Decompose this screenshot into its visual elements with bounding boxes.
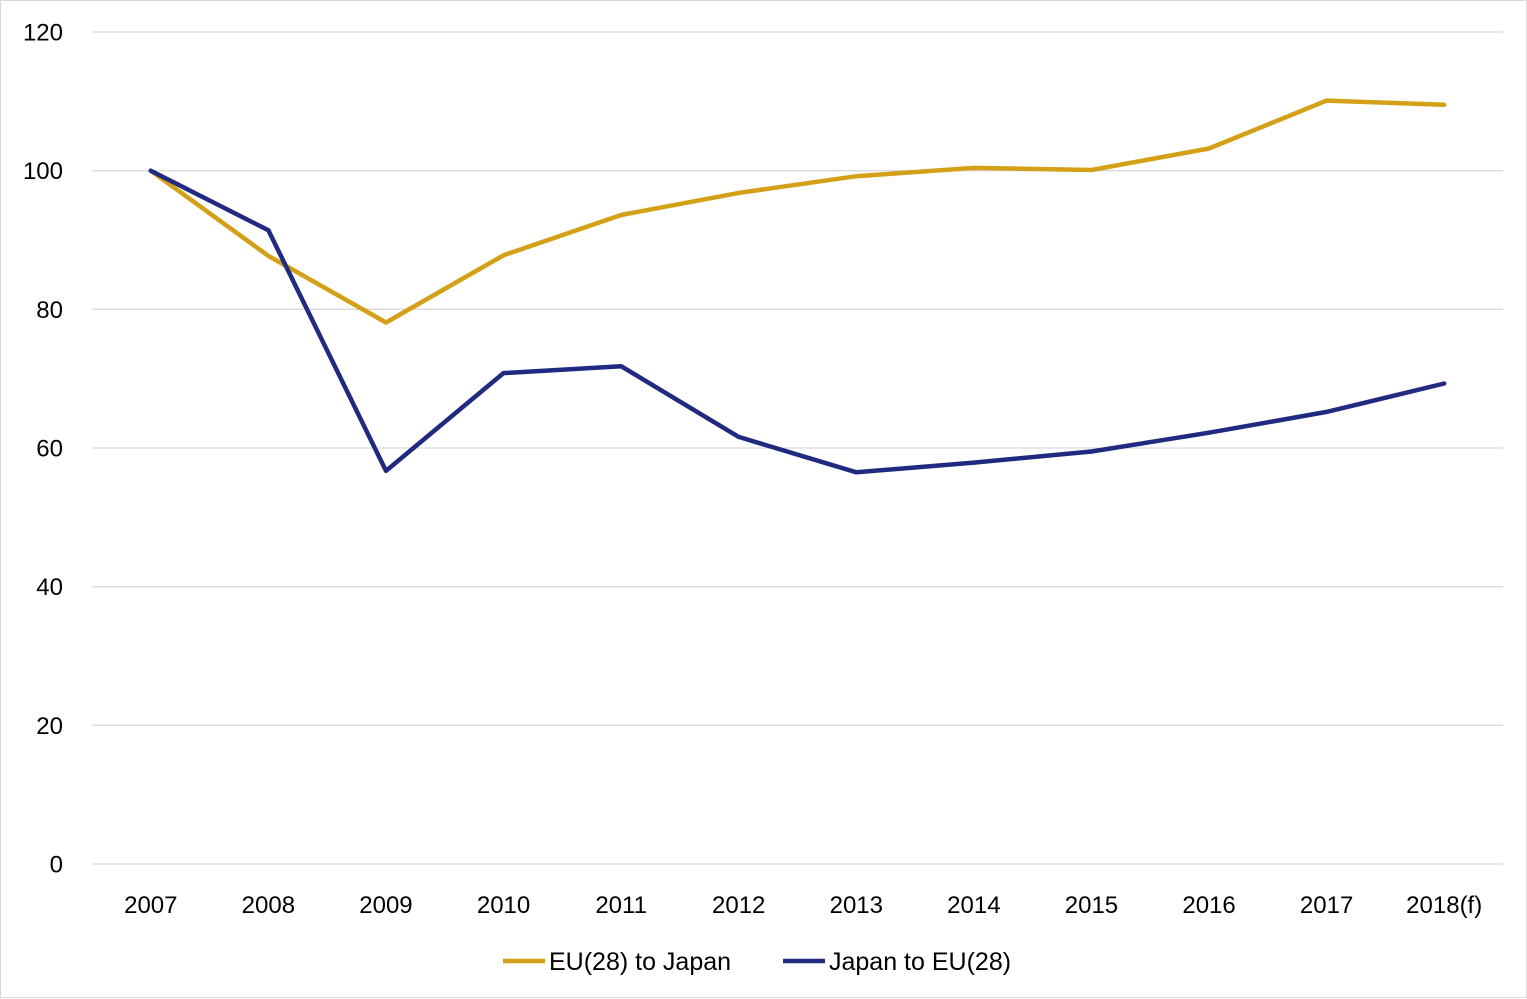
y-tick-label-80: 80 <box>36 297 63 324</box>
legend-label-eu-to-japan: EU(28) to Japan <box>549 948 731 976</box>
y-tick-label-0: 0 <box>50 852 63 879</box>
y-tick-label-100: 100 <box>23 158 63 185</box>
x-tick-label-2017: 2017 <box>1300 892 1353 919</box>
x-tick-label-2016: 2016 <box>1182 892 1235 919</box>
x-axis-tick-labels: 2007 2008 2009 2010 2011 2012 2013 2014 2015 2016… <box>124 892 1482 919</box>
gridlines <box>92 31 1503 865</box>
x-tick-label-2012: 2012 <box>712 892 765 919</box>
x-tick-label-2015: 2015 <box>1065 892 1118 919</box>
y-tick-label-20: 20 <box>36 713 63 740</box>
x-tick-label-2014: 2014 <box>947 892 1000 919</box>
series-line-japan-to-eu <box>148 168 1447 475</box>
x-tick-label-2013: 2013 <box>830 892 883 919</box>
y-tick-label-40: 40 <box>36 574 63 601</box>
legend: EU(28) to Japan Japan to EU(28) <box>503 948 1011 976</box>
x-tick-label-2009: 2009 <box>359 892 412 919</box>
x-tick-label-2007: 2007 <box>124 892 177 919</box>
x-tick-label-2010: 2010 <box>477 892 530 919</box>
y-tick-label-60: 60 <box>36 436 63 463</box>
legend-label-japan-to-eu: Japan to EU(28) <box>829 948 1011 976</box>
series-lines <box>148 98 1447 475</box>
series-line-eu-to-japan <box>148 98 1447 325</box>
x-tick-label-2011: 2011 <box>595 892 647 919</box>
x-tick-label-2018(f): 2018(f) <box>1406 892 1482 919</box>
y-tick-label-120: 120 <box>23 20 63 47</box>
y-axis-tick-labels: 0 20 40 60 80 100 120 <box>23 20 63 879</box>
x-tick-label-2008: 2008 <box>242 892 295 919</box>
